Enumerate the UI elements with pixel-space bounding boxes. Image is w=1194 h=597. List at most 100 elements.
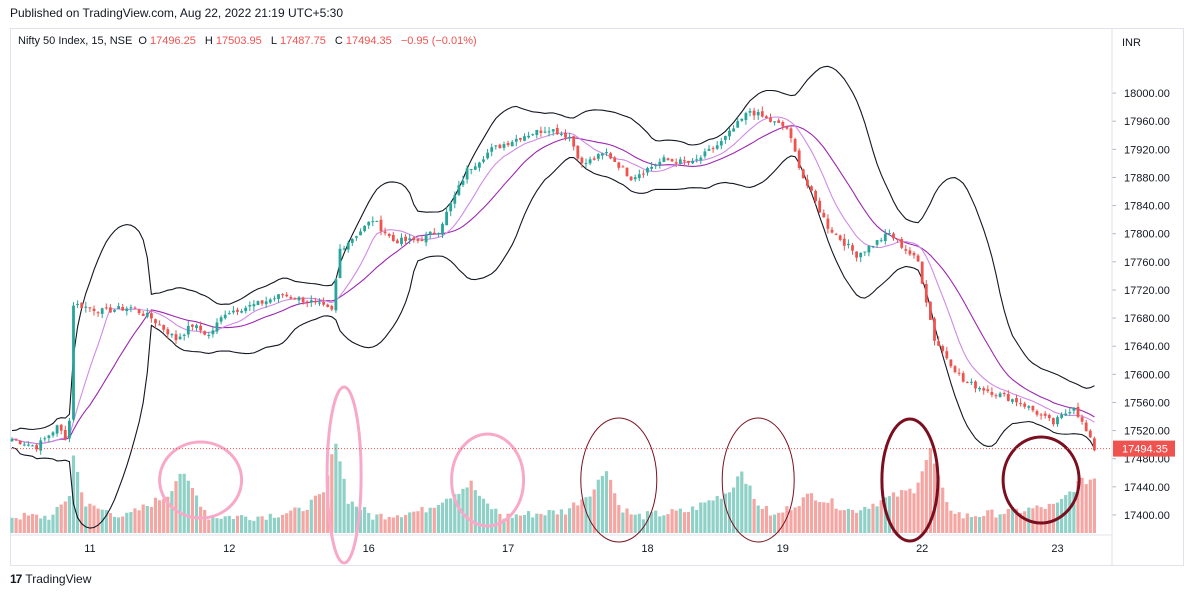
volume-bar xyxy=(543,515,547,533)
candle-body xyxy=(1031,406,1035,411)
candle-body xyxy=(1093,438,1096,451)
volume-bar xyxy=(727,492,732,533)
volume-bar xyxy=(408,512,412,533)
volume-bar xyxy=(268,513,272,533)
volume-bar xyxy=(43,515,47,533)
volume-bar xyxy=(1068,491,1072,533)
volume-bar xyxy=(555,514,559,533)
x-tick-label: 16 xyxy=(363,543,375,555)
volume-bar xyxy=(625,508,629,533)
volume-bar xyxy=(416,511,420,533)
candle-body xyxy=(68,420,71,439)
candle-body xyxy=(178,336,182,340)
candle-body xyxy=(1088,430,1092,438)
volume-bar xyxy=(502,518,506,533)
volume-bar xyxy=(481,498,486,533)
candle-body xyxy=(482,159,485,162)
x-tick-label: 22 xyxy=(916,543,928,555)
candle-body xyxy=(260,300,264,304)
candle-body xyxy=(744,113,748,120)
fast-average-line xyxy=(11,116,1095,445)
candle-body xyxy=(47,435,51,438)
candle-body xyxy=(109,307,112,313)
volume-bar xyxy=(961,518,965,533)
y-axis-ticks: 18000.00 17960.00 17920.00 17880.00 17840.00… xyxy=(11,29,1170,565)
volume-bar xyxy=(108,513,112,533)
volume-bar xyxy=(855,512,859,533)
candle-body xyxy=(346,242,350,250)
volume-bar xyxy=(846,508,850,533)
candle-body xyxy=(465,168,469,180)
candle-body xyxy=(707,148,711,151)
candle-body xyxy=(416,238,420,241)
candle-body xyxy=(769,117,772,122)
volume-bar xyxy=(104,510,108,533)
volume-bar xyxy=(84,506,88,533)
candle-body xyxy=(658,161,662,165)
candle-body xyxy=(342,248,346,250)
candle-body xyxy=(765,116,768,119)
volume-bar xyxy=(440,502,445,533)
candle-body xyxy=(31,445,34,447)
candle-body xyxy=(1015,398,1018,403)
volume-bar xyxy=(604,471,609,533)
high-label: H xyxy=(204,35,213,47)
candle-body xyxy=(637,174,641,179)
candle-body xyxy=(904,249,908,251)
candle-body xyxy=(129,307,133,309)
volume-bar xyxy=(662,515,666,533)
candle-body xyxy=(609,153,612,159)
candle-body xyxy=(953,366,957,373)
volume-bar xyxy=(309,499,313,533)
candle-body xyxy=(900,239,904,248)
candle-body xyxy=(842,238,846,246)
volume-bar xyxy=(1010,507,1014,533)
candle-body xyxy=(133,307,137,309)
volume-bar xyxy=(941,487,945,533)
candle-body xyxy=(1080,417,1084,422)
volume-bar xyxy=(896,496,900,533)
volume-bar xyxy=(469,480,473,533)
footer-brand[interactable]: 17 TradingView xyxy=(10,572,91,586)
volume-bar xyxy=(568,508,572,533)
candle-body xyxy=(875,240,879,245)
candle-body xyxy=(191,324,194,327)
candle-body xyxy=(256,301,260,306)
volume-bar xyxy=(334,443,338,533)
volume-bar xyxy=(609,479,613,533)
candle-body xyxy=(1084,422,1088,432)
candle-body xyxy=(55,425,59,434)
candle-body xyxy=(961,373,965,382)
volume-bar xyxy=(395,515,399,533)
volume-bar xyxy=(379,513,383,533)
symbol-label[interactable]: Nifty 50 Index, 15, NSE xyxy=(18,35,133,47)
y-tick-label: 17640.00 xyxy=(1124,341,1170,353)
volume-bar xyxy=(18,519,22,533)
volume-bar xyxy=(818,502,822,533)
candle-body xyxy=(273,298,276,300)
volume-bar xyxy=(1023,511,1027,533)
candlesticks xyxy=(10,106,1096,455)
volume-bar xyxy=(404,514,408,533)
candle-body xyxy=(732,128,735,132)
candle-body xyxy=(404,236,407,242)
candle-body xyxy=(420,239,424,242)
volume-bar xyxy=(859,510,863,533)
volume-bar xyxy=(764,505,768,533)
volume-bar xyxy=(432,507,436,533)
candle-body xyxy=(847,243,850,246)
volume-bar xyxy=(449,498,453,533)
candle-body xyxy=(912,253,916,256)
volume-bar xyxy=(744,483,748,533)
candle-body xyxy=(826,218,830,229)
volume-bar xyxy=(834,508,838,533)
volume-bar xyxy=(814,500,818,533)
y-tick-label: 17960.00 xyxy=(1124,116,1170,128)
candle-body xyxy=(39,440,43,451)
y-tick-label: 17520.00 xyxy=(1124,426,1170,438)
volume-bar xyxy=(424,512,428,533)
candle-body xyxy=(863,251,867,253)
candle-body xyxy=(10,439,14,442)
close-value: 17494.35 xyxy=(345,35,392,47)
